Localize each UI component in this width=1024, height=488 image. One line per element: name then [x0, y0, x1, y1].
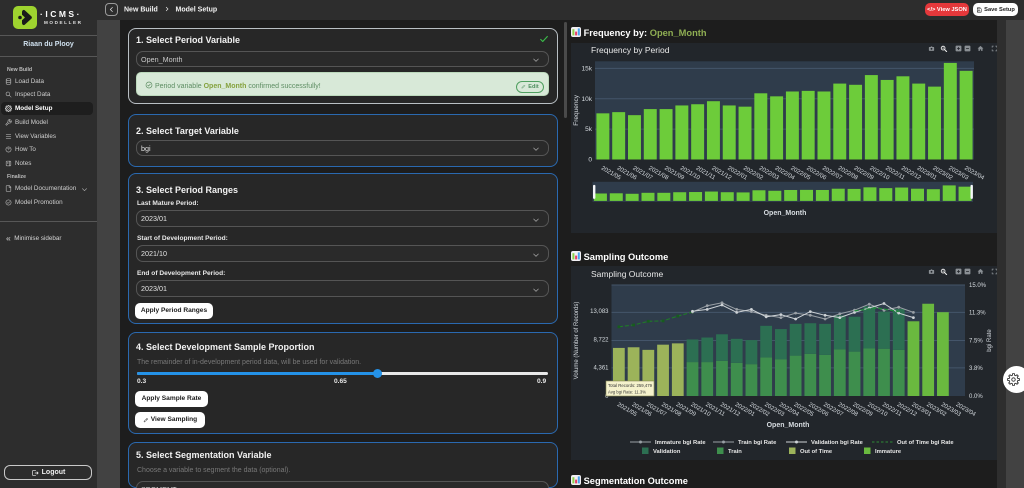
- svg-text:7.5%: 7.5%: [969, 338, 983, 344]
- svg-text:11.3%: 11.3%: [969, 310, 986, 316]
- svg-text:Out of Time: Out of Time: [800, 449, 833, 455]
- svg-text:10k: 10k: [582, 95, 593, 102]
- svg-text:Volume (Number of Records): Volume (Number of Records): [574, 301, 580, 379]
- svg-text:Train: Train: [728, 449, 742, 455]
- svg-text:Open_Month: Open_Month: [764, 210, 807, 217]
- svg-text:15k: 15k: [582, 65, 593, 72]
- svg-text:Frequency: Frequency: [573, 94, 580, 125]
- svg-text:8,722: 8,722: [593, 337, 609, 343]
- svg-text:5k: 5k: [585, 126, 593, 133]
- svg-text:bgi Rate: bgi Rate: [987, 328, 993, 351]
- svg-text:4,361: 4,361: [593, 365, 609, 371]
- svg-text:Validation: Validation: [653, 449, 681, 455]
- svg-text:Out of Time bgi Rate: Out of Time bgi Rate: [897, 440, 954, 446]
- svg-text:Train bgi Rate: Train bgi Rate: [738, 440, 777, 446]
- svg-text:3.8%: 3.8%: [969, 365, 983, 371]
- svg-text:Validation bgi Rate: Validation bgi Rate: [811, 440, 864, 446]
- svg-text:0: 0: [588, 156, 592, 163]
- svg-text:Immature bgi Rate: Immature bgi Rate: [655, 440, 706, 446]
- svg-text:Avg bgi Rate: 11.3%: Avg bgi Rate: 11.3%: [608, 389, 647, 395]
- svg-text:13,083: 13,083: [590, 309, 609, 315]
- svg-text:0.0%: 0.0%: [969, 394, 983, 400]
- svg-text:Total Records: 259,479: Total Records: 259,479: [608, 383, 652, 389]
- svg-text:15.0%: 15.0%: [969, 283, 987, 289]
- svg-text:0: 0: [605, 394, 609, 400]
- svg-text:Immature: Immature: [875, 449, 902, 455]
- svg-text:Open_Month: Open_Month: [767, 422, 810, 429]
